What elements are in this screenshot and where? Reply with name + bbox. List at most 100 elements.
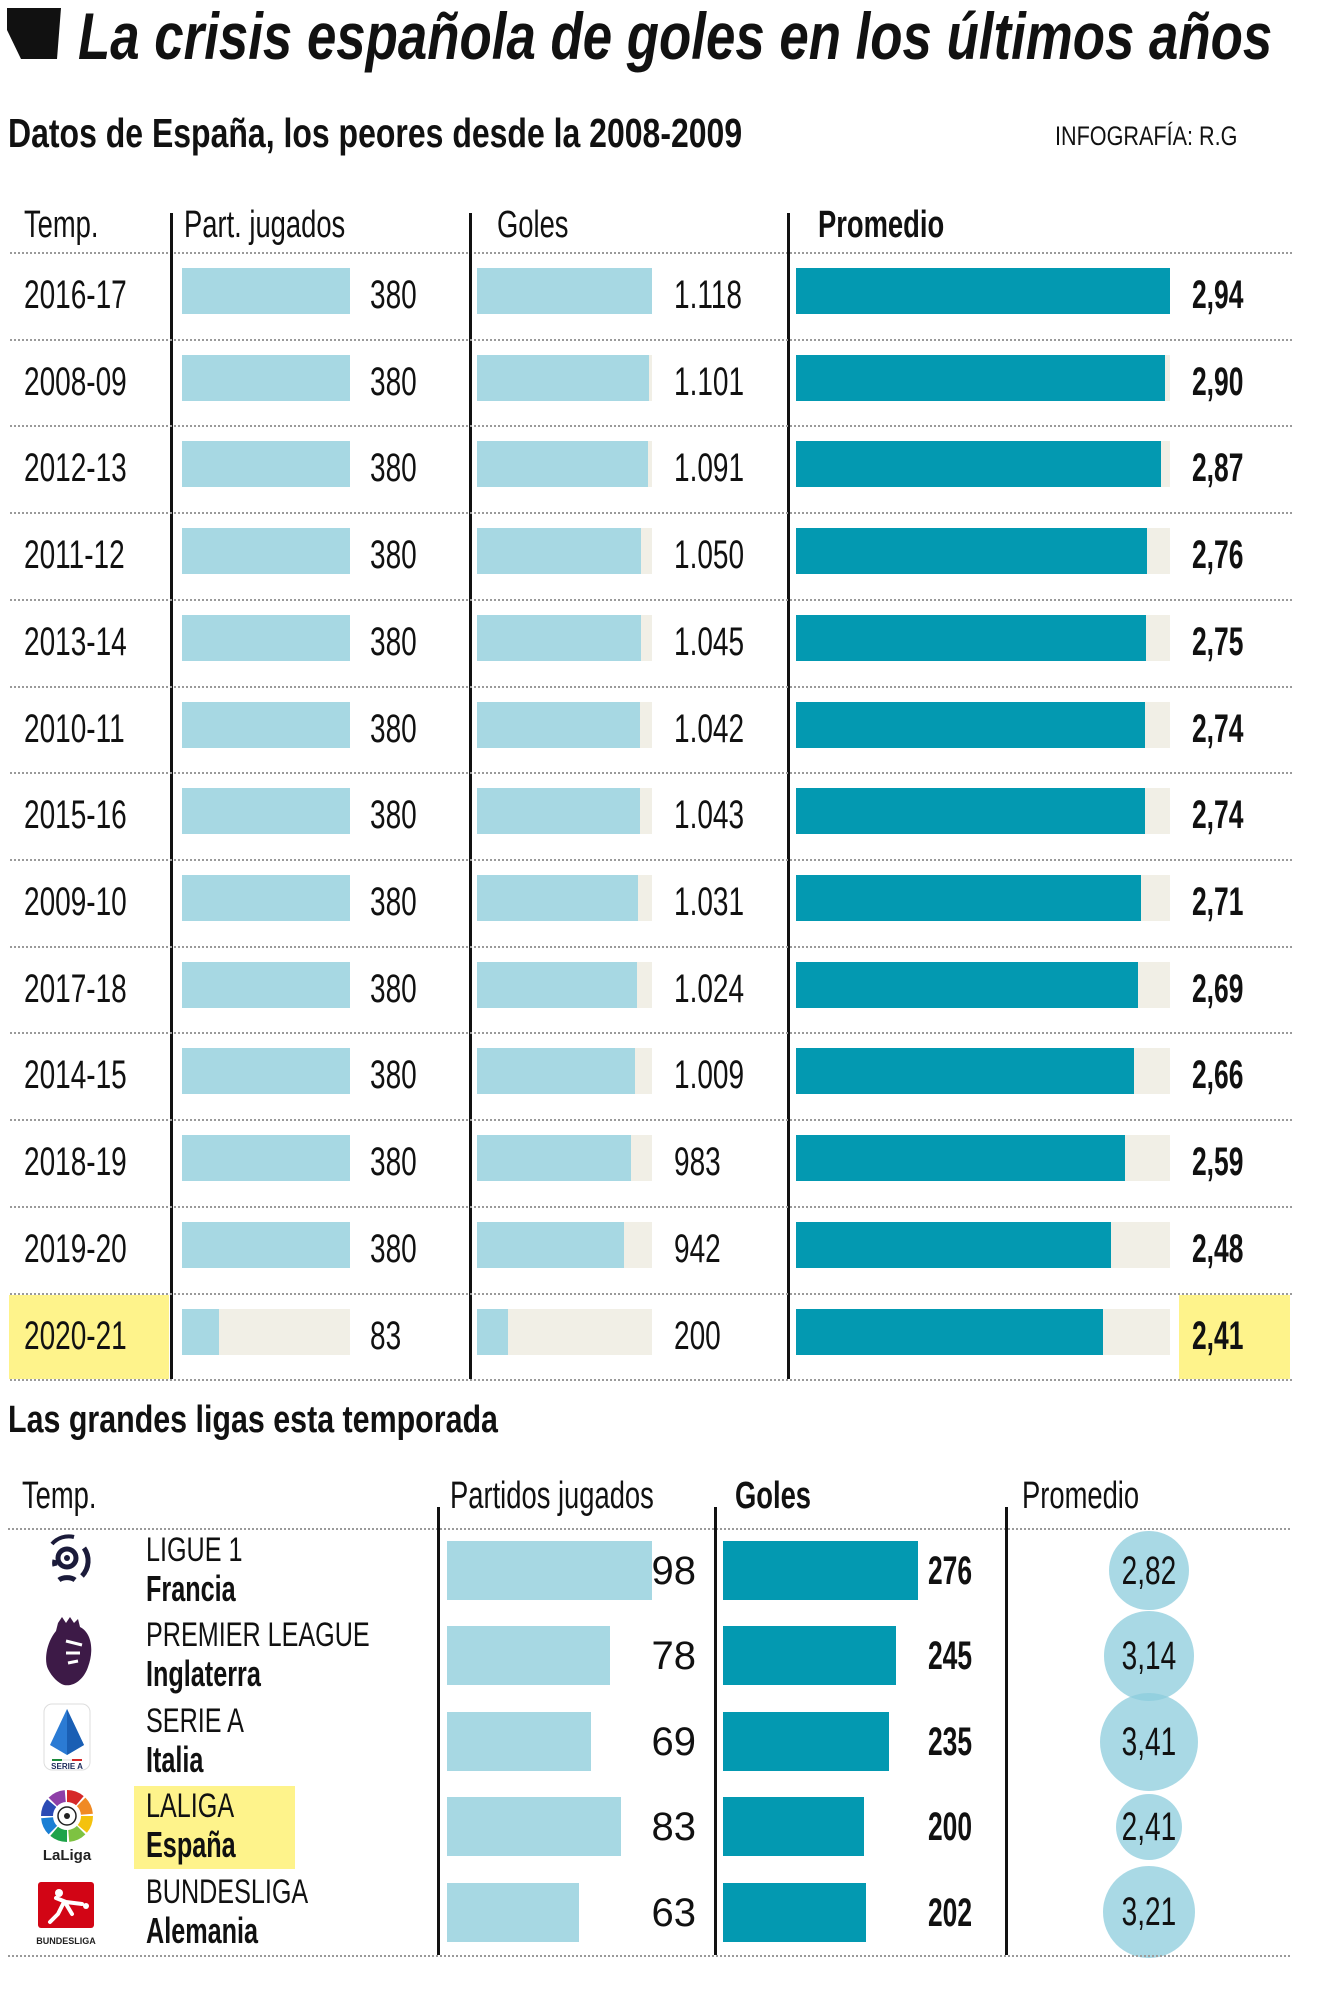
matches-bar xyxy=(182,1308,219,1355)
goals-value-text: 1.024 xyxy=(674,966,745,1011)
highlight-league-cell xyxy=(134,1786,295,1869)
season-label-text: 2015-16 xyxy=(24,793,127,838)
svg-text:BUNDESLIGA: BUNDESLIGA xyxy=(36,1936,96,1946)
league-country: Inglaterra xyxy=(146,1654,310,1694)
goles-bar xyxy=(723,1541,918,1600)
partidos-value-text: 83 xyxy=(651,1805,697,1850)
goals-bar xyxy=(477,614,641,661)
header-separator xyxy=(10,252,1292,254)
goals-bar xyxy=(477,1221,625,1268)
matches-value-text: 380 xyxy=(370,533,417,578)
avg-bar xyxy=(796,1308,1103,1355)
avg-bubble-value: 3,14 xyxy=(1069,1633,1229,1679)
avg-bar xyxy=(796,874,1141,921)
season-label-text: 2011-12 xyxy=(24,533,125,578)
subtitle: Datos de España, los peores desde la 200… xyxy=(8,110,743,156)
league-name: SERIE A xyxy=(146,1702,278,1740)
avg-bar xyxy=(796,788,1145,835)
goles-value-text: 200 xyxy=(928,1805,973,1850)
matches-bar xyxy=(182,354,350,401)
league-country-text: Francia xyxy=(146,1568,236,1609)
leagues-header-promedio: Promedio xyxy=(1022,1475,1140,1517)
matches-value: 380 xyxy=(370,1226,437,1272)
matches-bar xyxy=(182,1221,350,1268)
goles-bar xyxy=(723,1626,897,1686)
matches-value: 380 xyxy=(370,879,437,925)
avg-value-text: 2,87 xyxy=(1192,446,1244,491)
matches-value-text: 380 xyxy=(370,706,417,751)
row-separator xyxy=(10,1292,1292,1295)
matches-bar xyxy=(182,788,350,835)
matches-value-text: 380 xyxy=(370,273,417,317)
avg-value: 2,66 xyxy=(1192,1052,1270,1098)
season-label-text: 2009-10 xyxy=(24,879,127,924)
row-separator xyxy=(10,512,1292,515)
partidos-bar xyxy=(447,1711,592,1771)
league-name-text: BUNDESLIGA xyxy=(146,1872,309,1911)
season-label-text: 2010-11 xyxy=(24,706,125,751)
goals-bar xyxy=(477,788,641,835)
matches-bar xyxy=(182,441,350,488)
partidos-bar xyxy=(447,1626,611,1686)
avg-bubble-value-text: 3,21 xyxy=(1121,1890,1177,1935)
goals-value-text: 1.118 xyxy=(674,273,742,317)
row-separator xyxy=(10,1032,1292,1035)
row-separator xyxy=(10,1119,1292,1122)
divider-part xyxy=(469,213,472,1380)
season-label: 2010-11 xyxy=(24,706,168,752)
avg-bubble xyxy=(1100,1692,1198,1791)
divider-league xyxy=(437,1507,440,1955)
avg-value-text: 2,75 xyxy=(1192,619,1244,664)
header-promedio: Promedio xyxy=(818,204,945,246)
goles-value: 245 xyxy=(928,1633,995,1679)
season-label: 2008-09 xyxy=(24,359,171,405)
leagues-header-goles: Goles xyxy=(735,1475,812,1517)
avg-bubble-value: 3,41 xyxy=(1069,1719,1229,1765)
league-country: Alemania xyxy=(146,1909,306,1951)
matches-value: 380 xyxy=(370,706,437,752)
avg-value-text: 2,69 xyxy=(1192,966,1244,1011)
matches-value: 380 xyxy=(370,272,437,318)
avg-value-text: 2,74 xyxy=(1192,793,1244,838)
matches-value-text: 380 xyxy=(370,359,417,404)
partidos-value-text: 63 xyxy=(651,1890,697,1935)
avg-value: 2,90 xyxy=(1192,359,1270,405)
goals-value: 1.043 xyxy=(674,792,774,838)
goals-bar xyxy=(477,268,652,314)
season-label-text: 2016-17 xyxy=(24,273,127,317)
avg-bar xyxy=(796,268,1170,314)
goles-value: 200 xyxy=(928,1804,995,1850)
avg-value: 2,87 xyxy=(1192,445,1270,491)
avg-bubble-value-text: 2,41 xyxy=(1121,1804,1177,1849)
goles-value-text: 202 xyxy=(928,1890,973,1935)
goals-value: 1.050 xyxy=(674,532,774,578)
avg-value: 2,48 xyxy=(1192,1226,1270,1272)
matches-bar xyxy=(182,701,350,748)
serie-a-logo-icon: SERIE A xyxy=(43,1703,91,1771)
matches-bar xyxy=(182,874,350,921)
avg-value-text: 2,74 xyxy=(1192,706,1244,751)
season-label-text: 2012-13 xyxy=(24,446,127,491)
premier-league-logo xyxy=(22,1617,112,1695)
goles-value: 235 xyxy=(928,1719,995,1765)
leagues-header-separator xyxy=(8,1528,1290,1530)
matches-value-text: 380 xyxy=(370,446,417,491)
bundesliga-logo: BUNDESLIGA xyxy=(22,1874,112,1952)
goals-value: 1.031 xyxy=(674,879,774,925)
matches-value: 380 xyxy=(370,1139,437,1185)
league-country-text: España xyxy=(146,1824,236,1866)
header-temp: Temp. xyxy=(24,204,99,246)
season-label: 2011-12 xyxy=(24,532,168,578)
goals-value-text: 1.031 xyxy=(674,879,745,924)
premier-league-logo-icon xyxy=(46,1617,92,1686)
league-country: Francia xyxy=(146,1569,274,1609)
matches-value: 380 xyxy=(370,359,437,405)
goals-bar xyxy=(477,441,648,488)
matches-value-text: 380 xyxy=(370,1053,417,1098)
league-country: Italia xyxy=(146,1739,228,1780)
goals-value-text: 1.050 xyxy=(674,533,745,578)
league-country-text: Alemania xyxy=(146,1909,259,1951)
row-separator xyxy=(10,338,1292,341)
league-country: España xyxy=(146,1825,274,1865)
avg-value-text: 2,94 xyxy=(1192,273,1244,317)
